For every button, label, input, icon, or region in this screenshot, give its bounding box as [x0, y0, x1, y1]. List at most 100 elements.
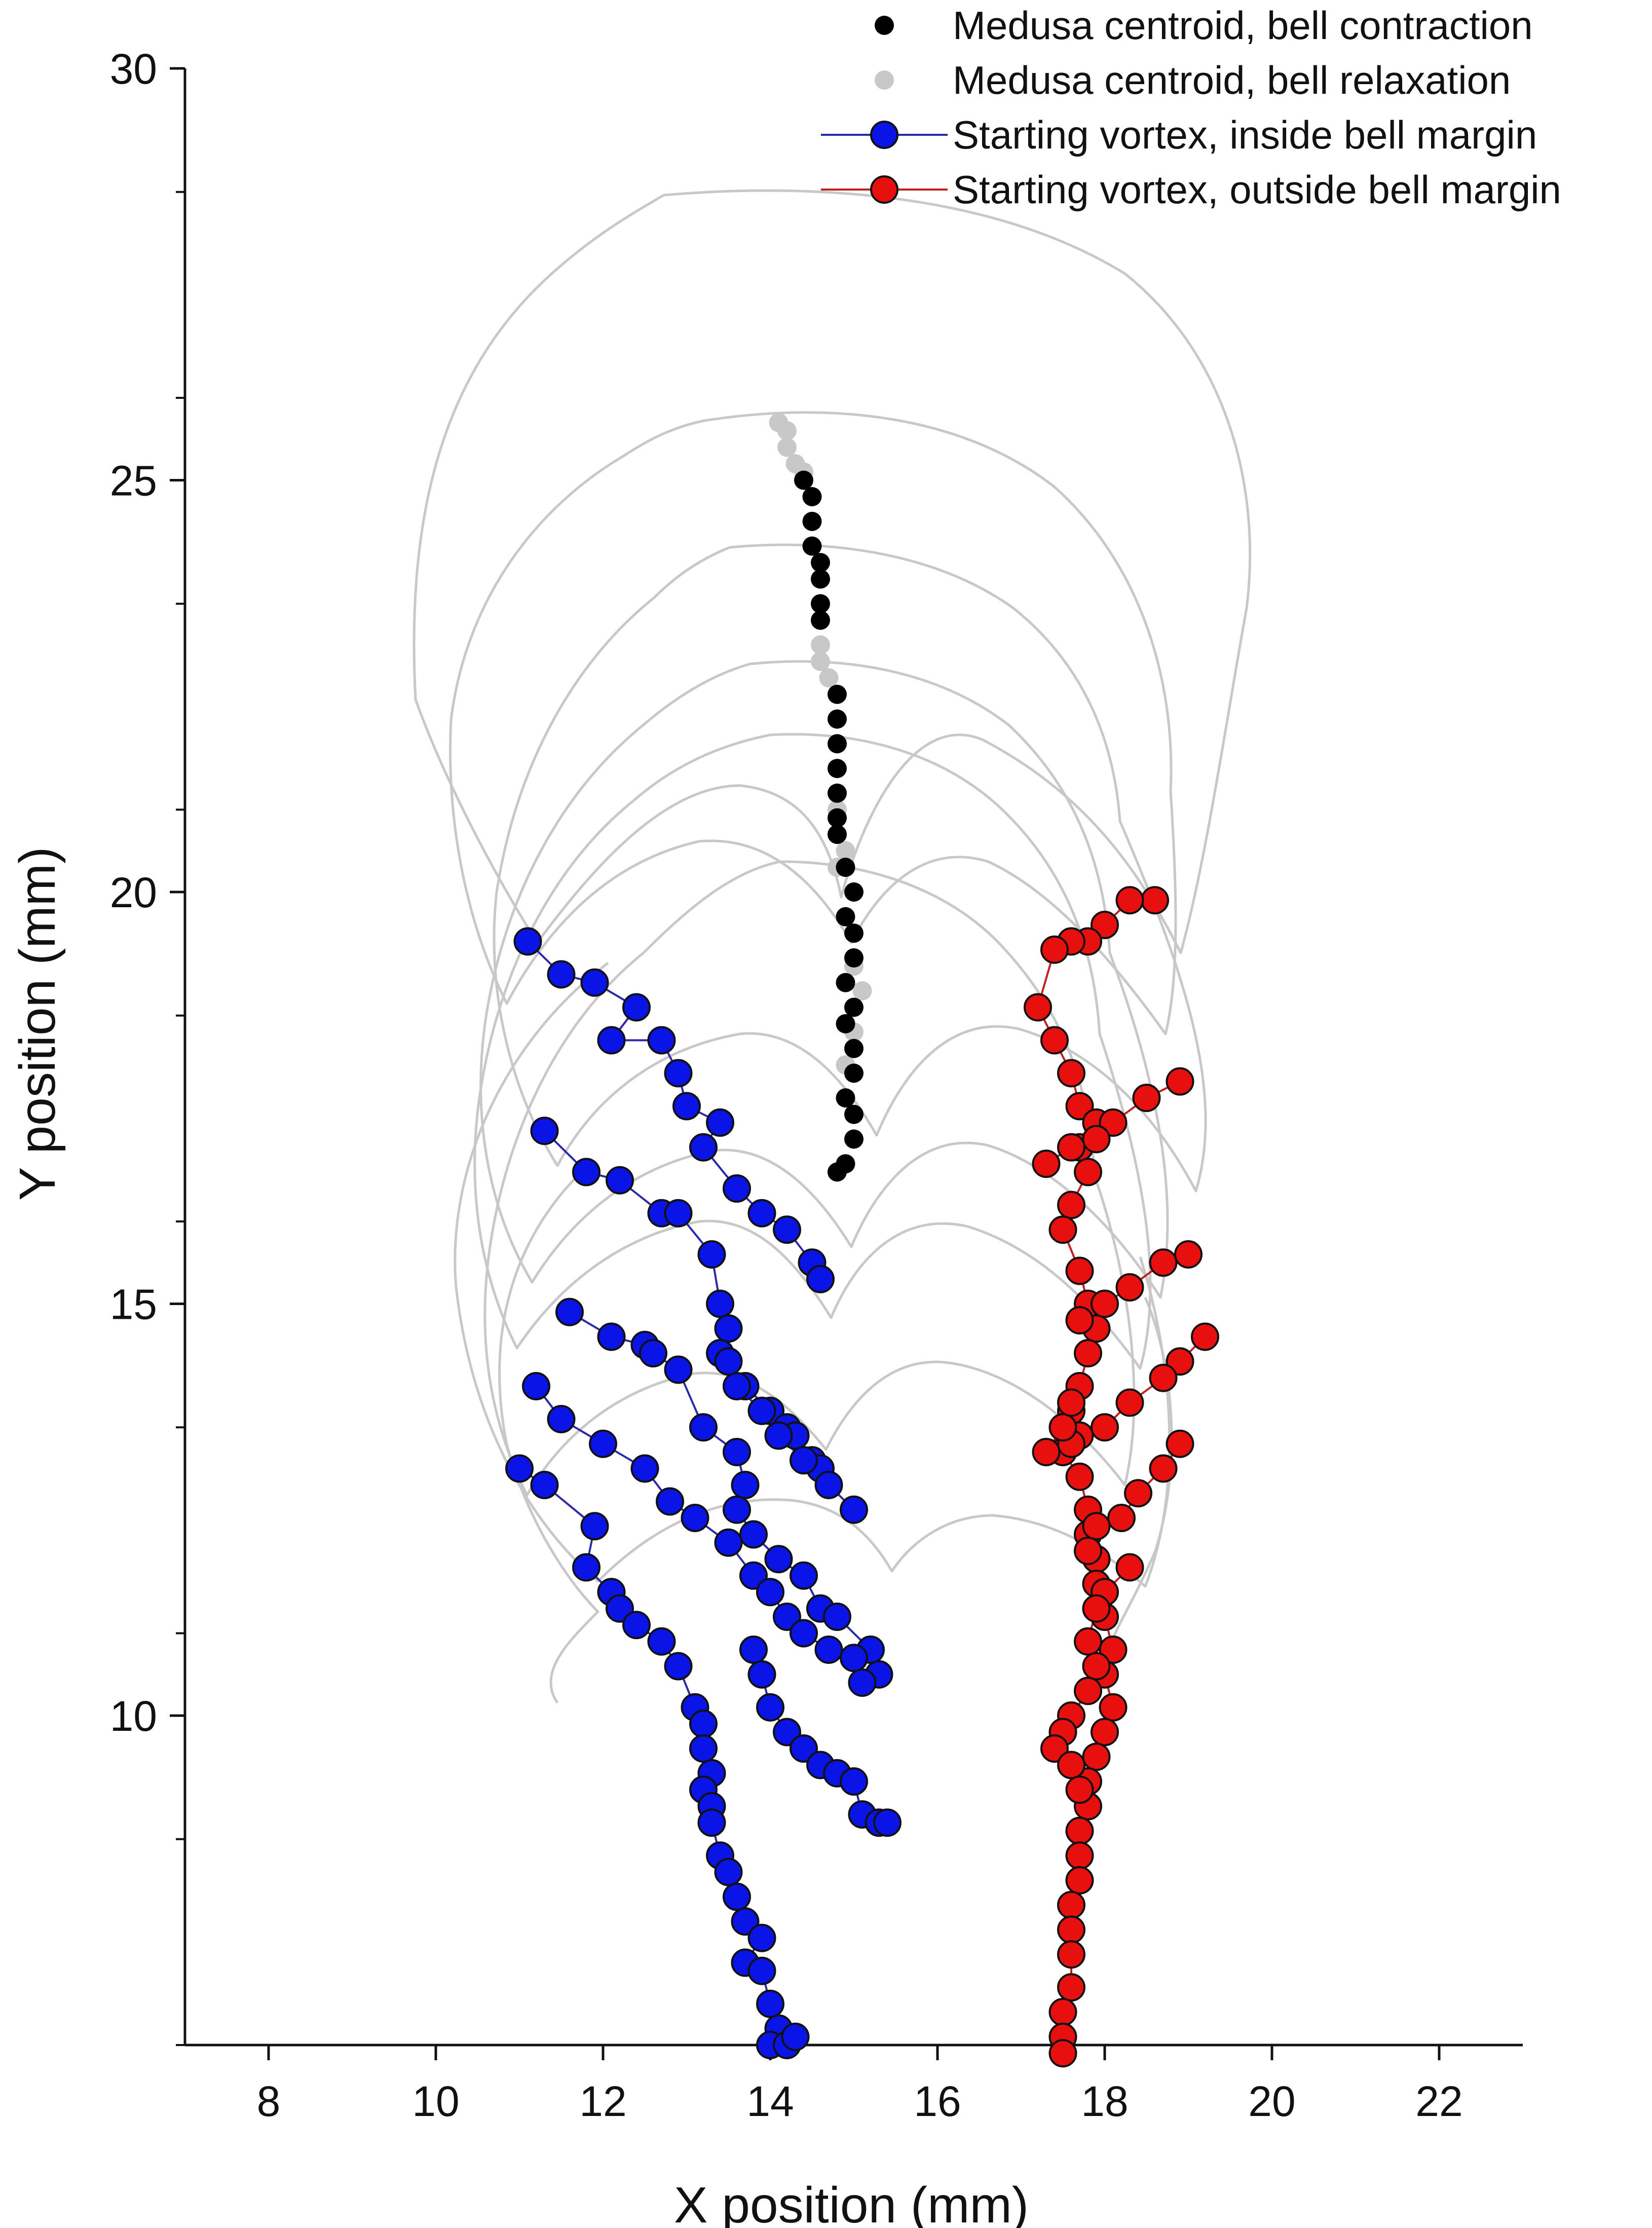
outside-vortex-point [1082, 1652, 1111, 1681]
outside-vortex-point [1082, 1594, 1111, 1623]
relaxation-point [769, 413, 789, 432]
inside-vortex-point [781, 2022, 810, 2051]
relaxation-point [819, 668, 839, 688]
outside-vortex-point [1074, 1339, 1102, 1367]
contraction-point [844, 1104, 863, 1124]
legend-label: Starting vortex, inside bell margin [953, 113, 1537, 157]
contraction-point [836, 858, 855, 877]
inside-vortex-point [505, 1454, 534, 1483]
inside-vortex-point [764, 1545, 793, 1574]
inside-vortex-point [806, 1265, 835, 1293]
inside-vortex-point [723, 1174, 751, 1203]
inside-vortex-point [747, 1956, 776, 1985]
outside-vortex-point [1057, 1915, 1085, 1944]
contraction-point [811, 569, 830, 589]
inside-vortex-point [689, 1413, 718, 1442]
legend-marker [870, 121, 898, 149]
inside-vortex-point [547, 1405, 576, 1433]
outside-vortex-point [1032, 1149, 1061, 1178]
outside-vortex-point [1082, 1512, 1111, 1541]
legend-item-contraction: Medusa centroid, bell contraction [875, 3, 1533, 48]
inside-vortex-point [555, 1297, 584, 1326]
inside-vortex-point [706, 1289, 734, 1318]
bell-outline-8 [498, 1165, 599, 1704]
inside-vortex-point [706, 1108, 734, 1137]
inside-vortex-point [840, 1495, 868, 1524]
inside-vortex-point [656, 1487, 684, 1516]
inside-vortex-point [622, 1611, 651, 1640]
outside-vortex-point [1091, 1718, 1119, 1747]
outside-vortex-point [1141, 886, 1169, 915]
outside-vortex-point [1065, 1841, 1094, 1870]
contraction-point [811, 610, 830, 630]
outside-vortex-point [1082, 1125, 1111, 1154]
contraction-point [844, 882, 863, 902]
x-tick-label: 14 [746, 2077, 794, 2125]
series-relaxation [769, 413, 872, 1075]
contraction-point [844, 948, 863, 968]
inside-vortex-point [873, 1808, 902, 1837]
inside-vortex-point [756, 1989, 784, 2018]
outside-vortex-point [1048, 2039, 1077, 2068]
inside-vortex-point [714, 1314, 743, 1343]
contraction-point [828, 685, 847, 704]
inside-vortex-point [572, 1553, 600, 1582]
outside-vortex-point [1065, 1866, 1094, 1895]
outside-vortex-point [1057, 1191, 1085, 1219]
bell-outline-6 [483, 860, 1136, 1497]
contraction-point [836, 1088, 855, 1108]
contraction-point [828, 784, 847, 803]
outside-vortex-point [1191, 1322, 1219, 1351]
relaxation-point [777, 437, 797, 457]
legend-item-relaxation: Medusa centroid, bell relaxation [875, 58, 1511, 102]
inside-vortex-point [664, 1199, 693, 1228]
inside-vortex-point [597, 1322, 626, 1351]
inside-vortex-point [606, 1166, 634, 1195]
outside-vortex-point [1115, 1388, 1144, 1417]
inside-vortex-point [723, 1438, 751, 1466]
inside-vortex-point [513, 927, 542, 956]
contraction-point [828, 734, 847, 754]
outside-vortex-point [1057, 1890, 1085, 1919]
inside-vortex-point [790, 1446, 818, 1475]
inside-vortex-point [647, 1627, 676, 1656]
inside-vortex-point [764, 1421, 793, 1450]
outside-vortex-point [1166, 1067, 1194, 1096]
outside-vortex-point [1115, 886, 1144, 915]
outside-vortex-point [1040, 935, 1069, 964]
outside-vortex-point [1107, 1504, 1136, 1532]
x-tick-label: 22 [1415, 2077, 1462, 2125]
inside-vortex-point [723, 1882, 751, 1911]
inside-vortex-point [714, 1347, 743, 1376]
inside-vortex-point [672, 1092, 701, 1121]
contraction-point [811, 553, 830, 572]
inside-vortex-point [689, 1133, 718, 1162]
outside-vortex-point [1032, 1438, 1061, 1466]
contraction-point [836, 1014, 855, 1033]
contraction-point [828, 825, 847, 844]
inside-vortex-point [790, 1561, 818, 1590]
outside-vortex-point [1124, 1479, 1152, 1508]
inside-vortex-point [756, 1693, 784, 1722]
data-layer [505, 413, 1219, 2068]
inside-vortex-point [697, 1240, 726, 1269]
relaxation-point [852, 981, 872, 1000]
outside-vortex-point [1166, 1429, 1194, 1458]
bell-outline-1 [412, 189, 1252, 954]
inside-vortex-point [522, 1372, 550, 1400]
axes: 8 10 12 14 16 18 20 22 10 15 20 25 30 [110, 45, 1523, 2125]
inside-vortex-point [723, 1372, 751, 1400]
outside-vortex-point [1074, 1677, 1102, 1705]
outside-vortex-point [1149, 1363, 1178, 1392]
inside-vortex-point [589, 1429, 617, 1458]
series-contraction [794, 470, 863, 1182]
outside-vortex-point [1074, 1158, 1102, 1186]
contraction-point [802, 487, 822, 506]
outside-vortex-point [1057, 1133, 1085, 1162]
inside-vortex-point [580, 968, 609, 997]
x-tick-label: 10 [412, 2077, 459, 2125]
y-tick-label: 20 [110, 869, 157, 916]
outside-vortex-point [1048, 1215, 1077, 1244]
inside-vortex-point [647, 1026, 676, 1055]
